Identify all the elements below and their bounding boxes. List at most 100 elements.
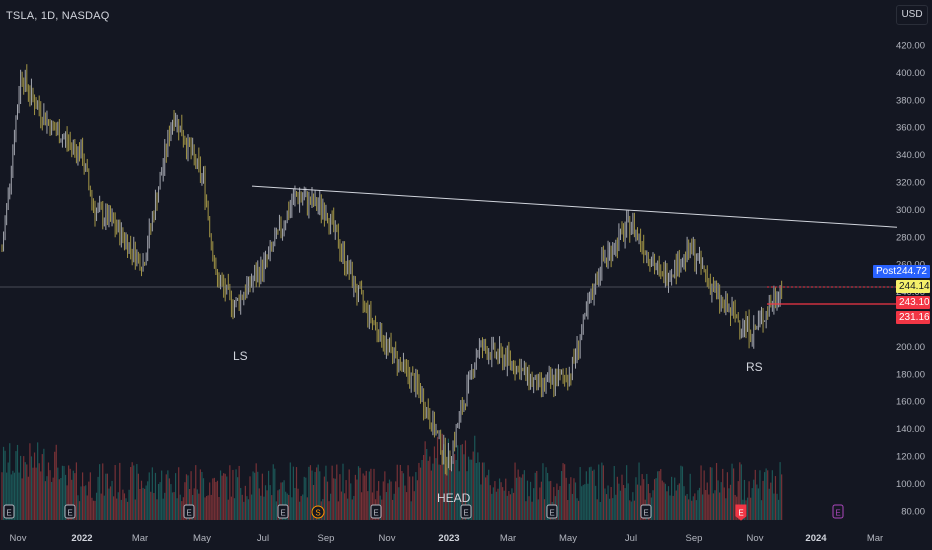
volume-bar bbox=[474, 435, 476, 520]
volume-bar bbox=[615, 494, 617, 520]
earnings-marker[interactable]: E bbox=[546, 504, 558, 519]
volume-bar bbox=[409, 476, 411, 520]
volume-bar bbox=[500, 482, 502, 520]
earnings-marker[interactable]: E bbox=[640, 504, 652, 519]
volume-bar bbox=[102, 463, 104, 520]
volume-bar bbox=[485, 477, 487, 520]
y-tick-label: 380.00 bbox=[896, 95, 925, 106]
volume-bar bbox=[258, 488, 260, 520]
volume-bar bbox=[33, 452, 36, 520]
earnings-marker[interactable]: E bbox=[183, 504, 195, 519]
volume-bar bbox=[26, 464, 28, 520]
volume-bar bbox=[424, 441, 426, 520]
earnings-marker[interactable]: E bbox=[735, 504, 747, 521]
volume-bar bbox=[666, 491, 668, 520]
volume-bar bbox=[777, 499, 780, 520]
time-axis[interactable]: Nov 2022 Mar May Jul Sep Nov 2023 Mar May Jul Sep No… bbox=[10, 533, 884, 544]
split-marker[interactable]: S bbox=[311, 505, 325, 519]
volume-bar bbox=[247, 499, 250, 520]
volume-bar bbox=[610, 487, 612, 520]
volume-bar bbox=[164, 492, 166, 520]
volume-bar bbox=[210, 494, 212, 520]
volume-bar bbox=[350, 483, 352, 520]
volume-bar bbox=[441, 433, 443, 520]
volume-bar bbox=[765, 468, 767, 520]
volume-bar bbox=[505, 478, 507, 520]
volume-bar bbox=[528, 496, 530, 520]
volume-bar bbox=[588, 467, 591, 520]
x-tick-label: 2024 bbox=[805, 533, 827, 544]
volume-bar bbox=[494, 481, 496, 520]
volume-bar bbox=[89, 472, 91, 520]
x-tick-label: Nov bbox=[10, 533, 27, 544]
volume-bar bbox=[168, 478, 170, 520]
volume-bar bbox=[139, 488, 141, 520]
volume-bar bbox=[472, 451, 474, 520]
volume-bar bbox=[27, 476, 29, 520]
volume-bar bbox=[134, 499, 136, 520]
y-tick-label: 160.00 bbox=[896, 397, 925, 408]
volume-bar bbox=[635, 477, 637, 520]
volume-bar bbox=[126, 501, 129, 520]
volume-bar bbox=[249, 476, 251, 520]
neckline-trendline[interactable] bbox=[251, 185, 898, 228]
volume-bar bbox=[68, 465, 70, 520]
volume-bar bbox=[136, 464, 138, 520]
volume-bar bbox=[120, 499, 122, 520]
volume-bar bbox=[636, 484, 639, 520]
volume-bar bbox=[85, 485, 87, 520]
marker-label: E bbox=[549, 509, 554, 518]
volume-bar bbox=[739, 462, 741, 520]
earnings-marker[interactable]: E bbox=[3, 504, 15, 519]
volume-bar bbox=[688, 499, 690, 520]
earnings-marker[interactable]: E bbox=[64, 504, 76, 519]
volume-bar bbox=[266, 490, 268, 520]
volume-bar bbox=[449, 469, 451, 520]
volume-bar bbox=[232, 469, 234, 520]
volume-bar bbox=[658, 471, 660, 520]
volume-bar bbox=[199, 469, 201, 520]
volume-bar bbox=[246, 496, 248, 520]
volume-bar bbox=[111, 480, 113, 520]
volume-bar bbox=[178, 467, 180, 520]
x-tick-label: May bbox=[559, 533, 577, 544]
volume-bar bbox=[202, 478, 205, 520]
volume-bar bbox=[47, 462, 50, 520]
volume-bar bbox=[151, 467, 153, 520]
volume-bar bbox=[312, 484, 315, 520]
volume-bar bbox=[43, 448, 45, 520]
price-axis[interactable]: 420.00 400.00 380.00 360.00 340.00 320.00 300.… bbox=[896, 41, 925, 518]
volume-bar bbox=[173, 492, 175, 520]
volume-bar bbox=[15, 451, 17, 520]
volume-bar bbox=[319, 471, 321, 520]
volume-bar bbox=[325, 465, 327, 520]
volume-bar bbox=[715, 462, 718, 520]
volume-bar bbox=[498, 478, 501, 520]
volume-bar bbox=[626, 465, 628, 520]
volume-bar bbox=[311, 470, 313, 520]
volume-bar bbox=[188, 488, 191, 520]
earnings-marker[interactable]: E bbox=[460, 504, 472, 519]
volume-bar bbox=[37, 442, 39, 520]
volume-bar bbox=[585, 471, 587, 520]
volume-bar bbox=[492, 487, 494, 520]
earnings-marker[interactable]: E bbox=[277, 504, 289, 519]
volume-bar bbox=[519, 476, 521, 520]
earnings-marker[interactable]: E bbox=[832, 504, 844, 519]
volume-bar bbox=[509, 494, 511, 520]
volume-bar bbox=[488, 469, 490, 520]
volume-bar bbox=[336, 464, 338, 520]
volume-bar bbox=[540, 481, 542, 520]
earnings-marker[interactable]: E bbox=[370, 504, 382, 519]
y-tick-label: 200.00 bbox=[896, 342, 925, 353]
volume-bar bbox=[179, 494, 181, 520]
volume-bar bbox=[694, 493, 696, 520]
currency-button[interactable]: USD bbox=[896, 5, 928, 25]
volume-bar bbox=[75, 462, 77, 520]
volume-bar bbox=[235, 469, 237, 520]
volume-bar bbox=[395, 481, 397, 520]
volume-bar bbox=[370, 468, 372, 520]
volume-bar bbox=[116, 498, 118, 520]
